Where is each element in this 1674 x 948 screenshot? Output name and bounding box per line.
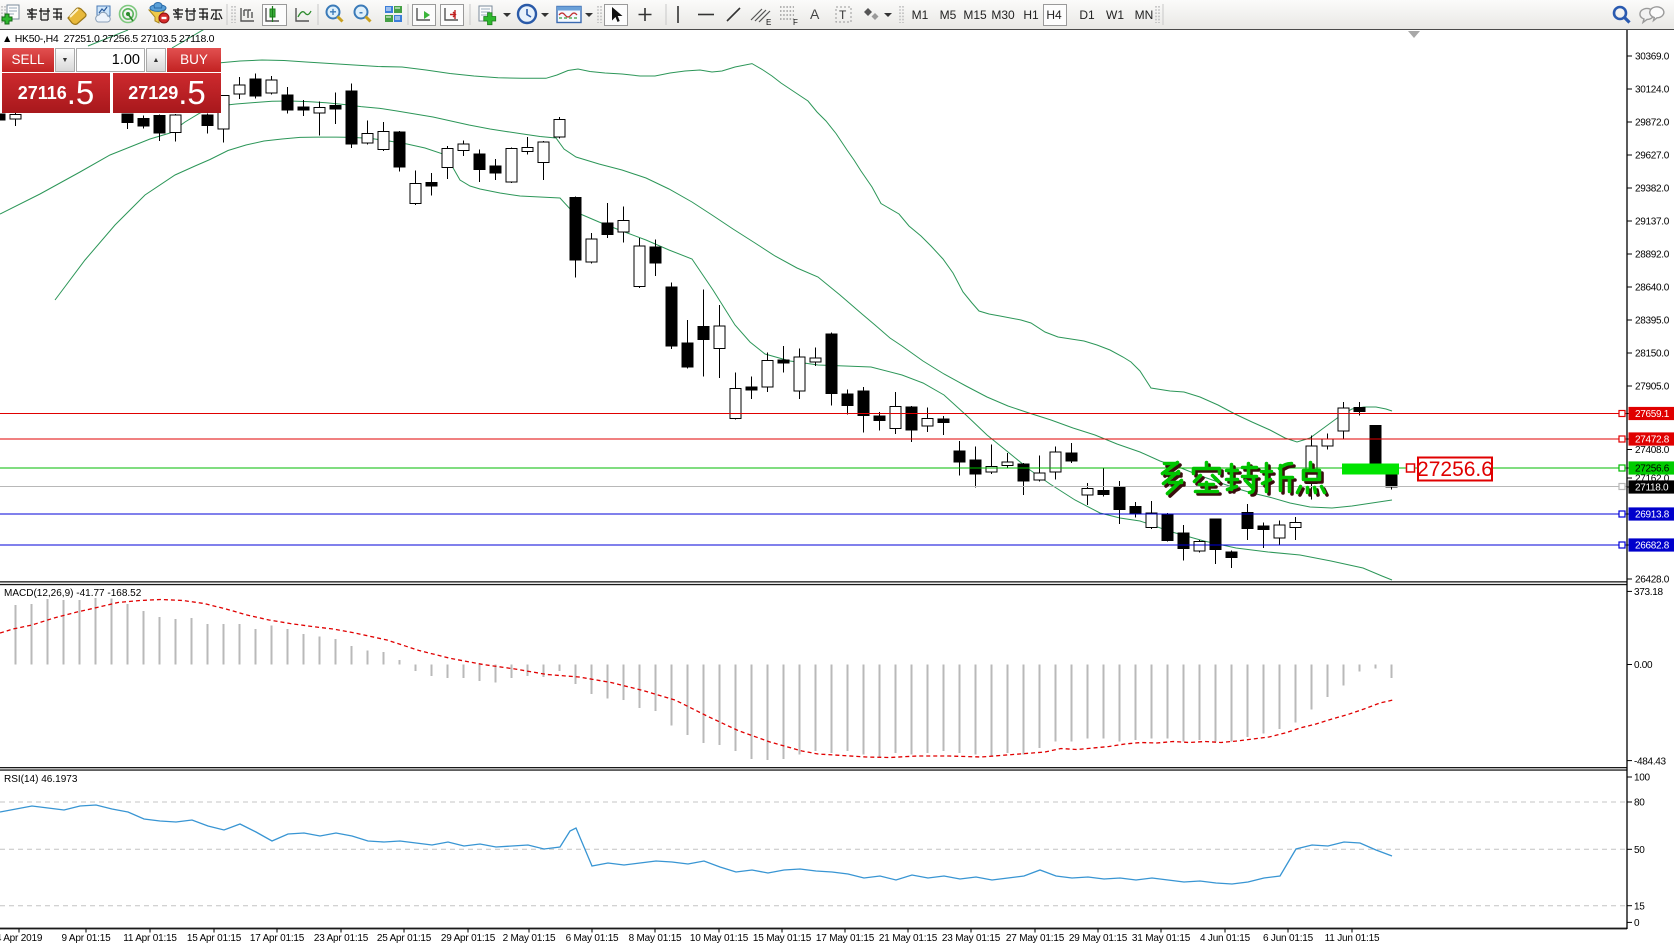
- svg-text:15: 15: [1634, 901, 1645, 912]
- svg-text:15 May 01:15: 15 May 01:15: [753, 933, 812, 944]
- svg-text:D1: D1: [1079, 8, 1095, 22]
- svg-text:M15: M15: [963, 8, 987, 22]
- svg-text:9 Apr 01:15: 9 Apr 01:15: [62, 933, 112, 944]
- svg-text:-: -: [359, 5, 363, 19]
- svg-text:17 Apr 01:15: 17 Apr 01:15: [250, 933, 305, 944]
- svg-text:28395.0: 28395.0: [1635, 316, 1670, 327]
- svg-text:31 May 01:15: 31 May 01:15: [1132, 933, 1191, 944]
- svg-text:15 Apr 01:15: 15 Apr 01:15: [187, 933, 242, 944]
- svg-text:RSI(14) 46.1973: RSI(14) 46.1973: [4, 774, 78, 785]
- svg-text:4 Jun 01:15: 4 Jun 01:15: [1200, 933, 1251, 944]
- svg-text:26913.8: 26913.8: [1635, 510, 1670, 521]
- svg-text:29382.0: 29382.0: [1635, 184, 1670, 195]
- svg-text:27 May 01:15: 27 May 01:15: [1006, 933, 1065, 944]
- svg-text:-484.43: -484.43: [1634, 756, 1667, 767]
- svg-text:28150.0: 28150.0: [1635, 349, 1670, 360]
- svg-text:27256.6: 27256.6: [1635, 464, 1670, 475]
- svg-text:W1: W1: [1106, 8, 1124, 22]
- svg-text:0: 0: [1634, 918, 1640, 929]
- svg-text:23 May 01:15: 23 May 01:15: [942, 933, 1001, 944]
- svg-text:A: A: [810, 6, 820, 22]
- svg-text:100: 100: [1634, 773, 1651, 784]
- svg-text:30369.0: 30369.0: [1635, 52, 1670, 63]
- svg-text:80: 80: [1634, 798, 1645, 809]
- svg-text:27162.0: 27162.0: [1635, 474, 1670, 485]
- svg-text:23 Apr 01:15: 23 Apr 01:15: [314, 933, 369, 944]
- svg-text:26682.8: 26682.8: [1635, 541, 1670, 552]
- svg-text:10 May 01:15: 10 May 01:15: [690, 933, 749, 944]
- svg-text:25 Apr 01:15: 25 Apr 01:15: [377, 933, 432, 944]
- svg-text:8 May 01:15: 8 May 01:15: [629, 933, 682, 944]
- svg-text:E: E: [766, 18, 771, 27]
- svg-text:28892.0: 28892.0: [1635, 250, 1670, 261]
- svg-text:M5: M5: [940, 8, 957, 22]
- svg-text:29 May 01:15: 29 May 01:15: [1069, 933, 1128, 944]
- svg-text:17 May 01:15: 17 May 01:15: [816, 933, 875, 944]
- svg-text:28640.0: 28640.0: [1635, 283, 1670, 294]
- svg-text:T: T: [839, 8, 847, 22]
- svg-text:26428.0: 26428.0: [1635, 575, 1670, 586]
- svg-text:2 May 01:15: 2 May 01:15: [503, 933, 556, 944]
- svg-text:27472.8: 27472.8: [1635, 435, 1670, 446]
- svg-text:29137.0: 29137.0: [1635, 217, 1670, 228]
- svg-text:27256.6: 27256.6: [1417, 458, 1493, 481]
- svg-text:MN: MN: [1135, 8, 1154, 22]
- svg-text:29 Apr 01:15: 29 Apr 01:15: [441, 933, 496, 944]
- svg-text:11 Jun 01:15: 11 Jun 01:15: [1325, 933, 1380, 944]
- svg-text:6 May 01:15: 6 May 01:15: [566, 933, 619, 944]
- svg-text:+: +: [329, 5, 336, 19]
- svg-text:30124.0: 30124.0: [1635, 85, 1670, 96]
- svg-text:M30: M30: [991, 8, 1015, 22]
- svg-text:F: F: [793, 18, 798, 27]
- svg-text:27659.1: 27659.1: [1635, 409, 1670, 420]
- svg-text:27118.0: 27118.0: [1635, 483, 1669, 494]
- svg-text:373.18: 373.18: [1634, 587, 1664, 598]
- svg-text:50: 50: [1634, 845, 1645, 856]
- svg-text:27905.0: 27905.0: [1635, 382, 1670, 393]
- svg-text:29872.0: 29872.0: [1635, 118, 1670, 129]
- svg-text:H1: H1: [1023, 8, 1039, 22]
- svg-text:0.00: 0.00: [1634, 660, 1653, 671]
- svg-text:4 Apr 2019: 4 Apr 2019: [0, 933, 43, 944]
- svg-text:29627.0: 29627.0: [1635, 151, 1670, 162]
- svg-text:11 Apr 01:15: 11 Apr 01:15: [123, 933, 177, 944]
- svg-text:MACD(12,26,9) -41.77 -168.52: MACD(12,26,9) -41.77 -168.52: [4, 588, 142, 599]
- svg-text:27408.0: 27408.0: [1635, 445, 1670, 456]
- svg-text:H4: H4: [1046, 8, 1062, 22]
- svg-text:21 May 01:15: 21 May 01:15: [879, 933, 938, 944]
- svg-text:M1: M1: [912, 8, 929, 22]
- svg-text:6 Jun 01:15: 6 Jun 01:15: [1263, 933, 1314, 944]
